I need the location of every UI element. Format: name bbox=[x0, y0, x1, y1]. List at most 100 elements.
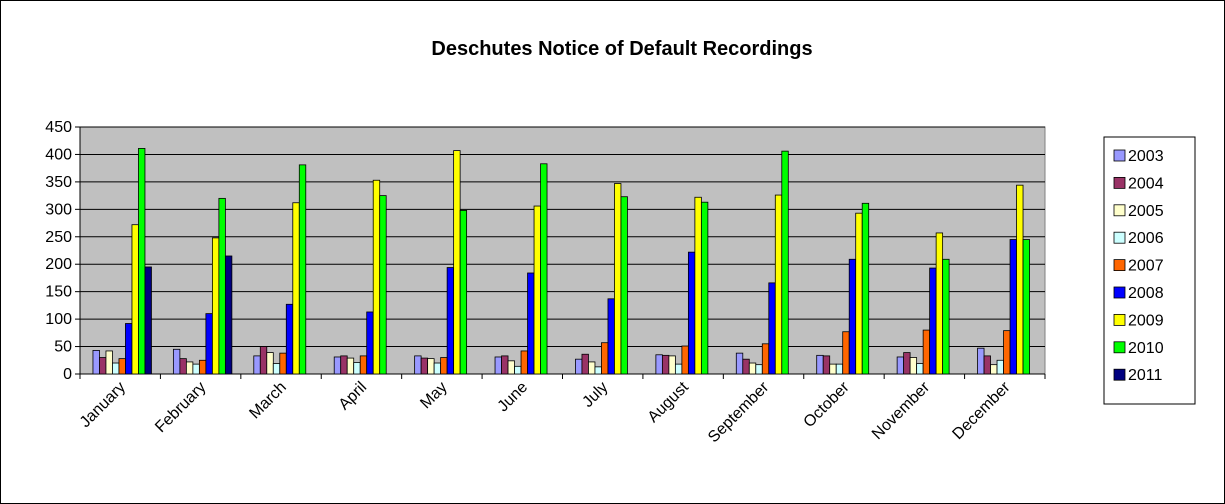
bar-2009-april bbox=[372, 179, 381, 375]
y-tick-label: 100 bbox=[45, 311, 72, 328]
x-tick-label: February bbox=[152, 379, 209, 436]
legend-label-2008: 2008 bbox=[1128, 285, 1164, 302]
bar-2008-april bbox=[366, 311, 374, 375]
legend-label-2010: 2010 bbox=[1128, 340, 1164, 357]
bar-2005-january bbox=[105, 350, 113, 375]
legend-label-2011: 2011 bbox=[1128, 367, 1163, 384]
bar-2004-march bbox=[259, 346, 268, 375]
bar-2007-april bbox=[359, 355, 368, 375]
bar-2010-may bbox=[459, 210, 468, 375]
bar-2008-february bbox=[205, 313, 213, 375]
bar-2005-july bbox=[588, 361, 596, 375]
bar-2010-july bbox=[620, 196, 628, 375]
bar-2009-october bbox=[855, 212, 863, 375]
legend: 2003 2004 2005 2006 2007 2008 2009 2010 2011 bbox=[1103, 136, 1196, 405]
x-tick-label: May bbox=[417, 379, 450, 412]
bar-2010-february bbox=[218, 197, 226, 375]
y-tick-label: 0 bbox=[63, 366, 72, 383]
bar-2009-march bbox=[292, 202, 300, 375]
bar-2005-december bbox=[990, 364, 998, 375]
bar-2010-december bbox=[1022, 239, 1030, 375]
x-tick-label: March bbox=[246, 379, 289, 422]
bar-2006-september bbox=[755, 364, 763, 375]
bar-2007-august bbox=[681, 345, 689, 375]
bar-2003-december bbox=[977, 347, 985, 375]
y-tick-label: 50 bbox=[54, 339, 72, 356]
bar-2005-october bbox=[829, 363, 837, 375]
bar-2003-november bbox=[896, 356, 905, 375]
bar-2004-february bbox=[179, 358, 187, 375]
bar-2007-march bbox=[279, 352, 287, 375]
bar-2004-august bbox=[661, 354, 670, 375]
legend-swatch-2006 bbox=[1113, 231, 1126, 244]
bar-2007-october bbox=[842, 331, 850, 375]
bar-2009-december bbox=[1016, 184, 1024, 375]
bar-2008-october bbox=[848, 258, 857, 375]
bar-2005-february bbox=[185, 361, 194, 375]
bar-2006-february bbox=[192, 363, 200, 375]
x-tick-label: April bbox=[336, 379, 371, 414]
chart-title: Deschutes Notice of Default Recordings bbox=[431, 38, 812, 60]
legend-swatch-2011 bbox=[1113, 368, 1126, 381]
bar-2007-may bbox=[440, 357, 448, 375]
bar-2010-april bbox=[379, 195, 387, 375]
x-tick-label: November bbox=[869, 378, 934, 443]
bar-2010-september bbox=[781, 150, 789, 375]
bar-2004-july bbox=[581, 353, 589, 375]
bar-2009-june bbox=[533, 205, 541, 375]
bar-2008-december bbox=[1009, 239, 1017, 375]
bar-2004-december bbox=[983, 355, 991, 375]
bar-2006-october bbox=[835, 363, 844, 375]
legend-swatch-2004 bbox=[1113, 176, 1126, 189]
bar-2006-january bbox=[112, 362, 120, 375]
y-tick-label: 450 bbox=[45, 119, 72, 136]
bar-2008-june bbox=[527, 272, 535, 375]
bar-2009-november bbox=[935, 232, 944, 375]
legend-label-2005: 2005 bbox=[1128, 203, 1164, 220]
bar-2009-september bbox=[774, 194, 783, 375]
bar-2010-november bbox=[942, 258, 950, 375]
bar-2004-may bbox=[420, 357, 429, 375]
y-tick-label: 300 bbox=[45, 201, 72, 218]
bar-2008-january bbox=[125, 323, 133, 375]
bar-2009-august bbox=[694, 196, 702, 375]
bar-2008-november bbox=[929, 267, 937, 375]
x-tick-label: June bbox=[495, 379, 532, 416]
bar-2007-february bbox=[198, 359, 207, 375]
bar-2007-january bbox=[118, 358, 126, 375]
bar-2005-april bbox=[346, 357, 355, 375]
x-tick-label: December bbox=[949, 378, 1014, 443]
bar-2010-october bbox=[861, 202, 870, 375]
bar-2003-june bbox=[494, 356, 502, 375]
bar-2007-december bbox=[1003, 330, 1011, 375]
bar-2005-september bbox=[748, 362, 757, 375]
bar-2005-june bbox=[507, 360, 515, 375]
bar-2007-june bbox=[520, 350, 528, 375]
bar-2010-march bbox=[298, 164, 307, 375]
bar-2003-march bbox=[253, 355, 261, 375]
legend-swatch-2008 bbox=[1113, 286, 1126, 299]
bar-2004-september bbox=[742, 358, 750, 375]
bar-2008-march bbox=[285, 303, 294, 375]
bar-2006-march bbox=[272, 363, 281, 375]
bar-2006-april bbox=[353, 362, 361, 375]
y-tick-label: 200 bbox=[45, 256, 72, 273]
bar-2005-november bbox=[909, 357, 918, 375]
bar-2003-may bbox=[414, 355, 422, 375]
bar-2005-march bbox=[266, 352, 274, 375]
bar-2009-july bbox=[614, 183, 622, 375]
legend-label-2007: 2007 bbox=[1128, 258, 1164, 275]
bar-2006-november bbox=[916, 363, 924, 375]
legend-label-2003: 2003 bbox=[1128, 148, 1164, 165]
bar-2011-january bbox=[144, 266, 152, 375]
bar-2004-october bbox=[822, 355, 831, 375]
bar-2003-september bbox=[735, 352, 744, 375]
bar-2004-june bbox=[501, 355, 509, 375]
plot-background bbox=[79, 126, 1046, 375]
bar-2009-february bbox=[211, 237, 220, 375]
bar-2010-august bbox=[700, 201, 709, 375]
bar-2004-november bbox=[903, 352, 911, 375]
bar-2003-april bbox=[333, 356, 342, 375]
bar-2006-august bbox=[674, 363, 683, 375]
